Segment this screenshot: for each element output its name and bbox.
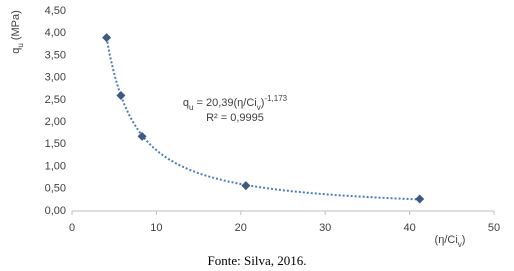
y-tick-label: 4,00	[45, 27, 66, 39]
trendline-r2: R² = 0,9995	[206, 112, 264, 124]
x-tick-label: 40	[403, 222, 415, 234]
y-axis-label-part: q	[10, 48, 22, 54]
x-axis-label: (η/Civ)	[435, 234, 466, 249]
x-tick-label: 10	[150, 222, 162, 234]
x-axis-label-part: )	[462, 234, 466, 246]
trendline-equation-part: v	[257, 103, 261, 112]
caption: Fonte: Silva, 2016.	[208, 253, 307, 268]
trendline-equation-part: -1,173	[264, 94, 287, 103]
y-tick-label: 3,00	[45, 72, 66, 84]
data-point	[415, 194, 425, 204]
data-point	[137, 131, 147, 141]
x-tick-label: 0	[69, 222, 75, 234]
trendline-equation-part: u	[189, 103, 193, 112]
y-axis-label: qu (MPa)	[10, 10, 25, 54]
y-axis-label-part: (MPa)	[10, 10, 22, 43]
y-tick-label: 2,00	[45, 116, 66, 128]
trendline-equation-part: = 20,39(η/Ci	[193, 97, 256, 109]
x-tick-label: 50	[488, 222, 500, 234]
y-tick-label: 2,50	[45, 94, 66, 106]
y-tick-label: 0,50	[45, 183, 66, 195]
data-point	[102, 33, 112, 43]
y-tick-label: 4,50	[45, 5, 66, 17]
y-tick-label: 1,50	[45, 138, 66, 150]
y-tick-label: 0,00	[45, 205, 66, 217]
trendline-equation-part: )	[261, 97, 265, 109]
y-axis-label-part: u	[16, 43, 25, 47]
y-tick-label: 1,00	[45, 160, 66, 172]
trendline-equation-part: q	[183, 97, 189, 109]
x-axis-label-part: (η/Ci	[435, 234, 458, 246]
trendline	[105, 37, 420, 201]
x-tick-label: 20	[235, 222, 247, 234]
trendline-equation: qu = 20,39(η/Civ)-1,173	[183, 94, 288, 112]
data-point	[241, 181, 251, 191]
y-tick-label: 3,50	[45, 49, 66, 61]
x-axis-label-part: v	[458, 240, 462, 249]
data-point	[116, 90, 126, 100]
x-tick-label: 30	[319, 222, 331, 234]
